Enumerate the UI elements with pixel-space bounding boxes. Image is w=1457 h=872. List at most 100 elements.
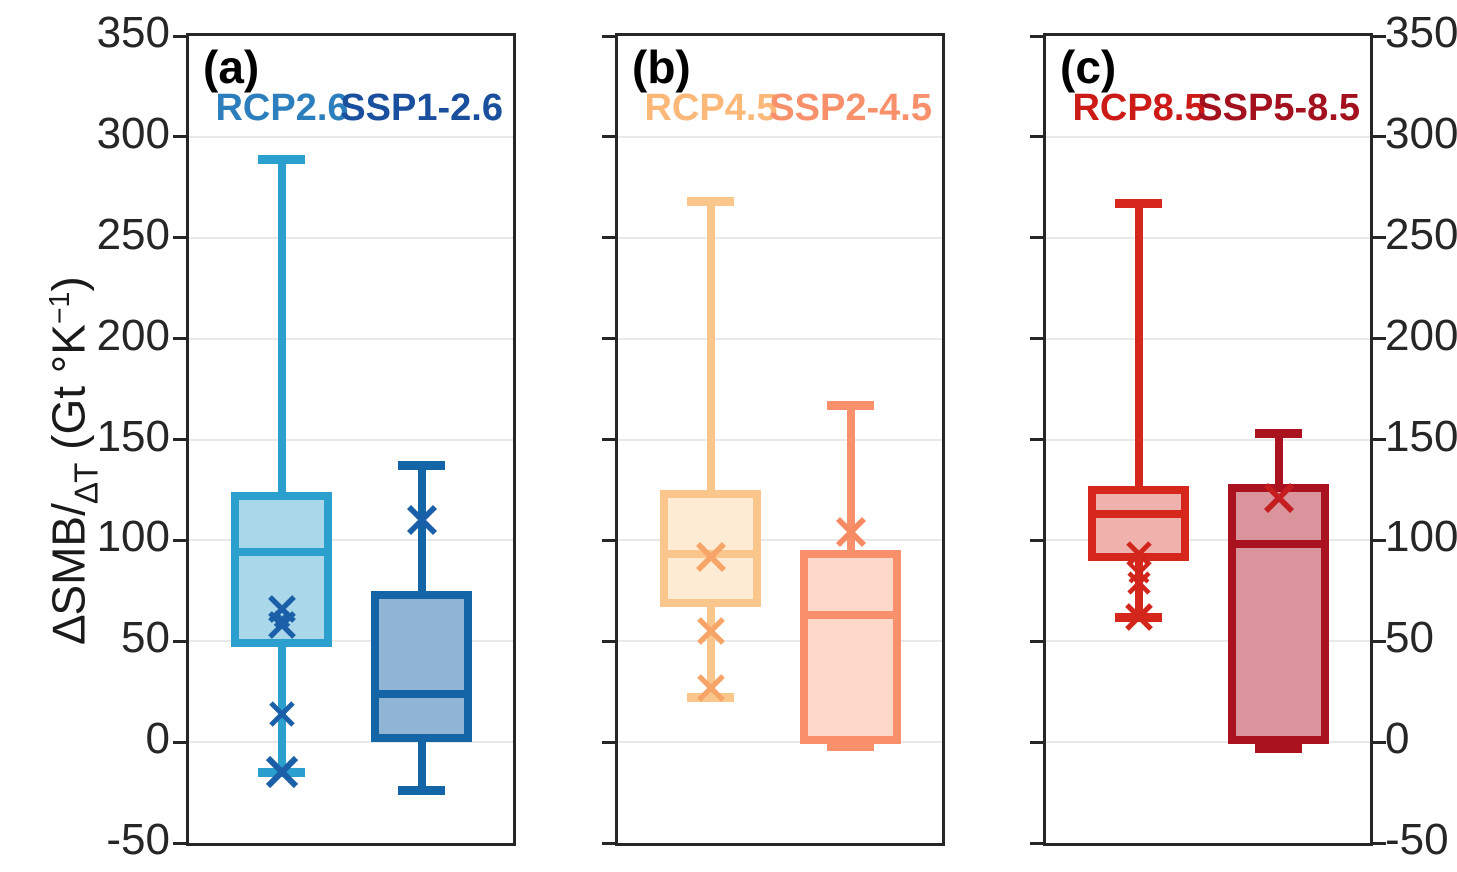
x-marker-ssp1-2.6 <box>406 505 437 536</box>
y-tick-mark-left <box>173 639 186 643</box>
y-tick-mark-left <box>173 538 186 542</box>
x-marker-rcp4.5 <box>695 541 726 572</box>
x-marker-icon <box>695 541 726 572</box>
x-marker-icon <box>406 505 437 536</box>
x-marker-icon <box>1127 571 1151 595</box>
y-tick-mark-left <box>1030 438 1043 441</box>
y-tick-label-right: 150 <box>1385 411 1457 461</box>
whisker-cap-high-rcp2.6 <box>258 154 306 164</box>
whisker-upper-rcp4.5 <box>706 201 715 490</box>
whisker-cap-high-rcp4.5 <box>687 196 735 206</box>
y-tick-mark-left <box>602 740 615 744</box>
iqr-box-ssp1-2.6 <box>371 590 473 743</box>
gridline-y0 <box>1046 741 1370 744</box>
whisker-cap-high-ssp5-8.5 <box>1255 428 1303 438</box>
gridline-y200 <box>618 337 942 340</box>
series-label-rcp4.5: RCP4.5 <box>644 87 778 129</box>
y-tick-label-left: 300 <box>96 108 170 158</box>
y-tick-label-right: 0 <box>1385 714 1410 764</box>
x-marker-icon <box>835 517 866 548</box>
x-marker-icon <box>1263 482 1294 514</box>
whisker-lower-ssp1-2.6 <box>417 742 426 791</box>
y-tick-mark-left <box>1030 538 1043 542</box>
whisker-cap-low-ssp1-2.6 <box>398 786 446 796</box>
y-tick-label-right: 200 <box>1385 310 1457 360</box>
y-axis-label-sub: ∆T <box>68 462 106 504</box>
x-marker-ssp5-8.5 <box>1263 482 1294 514</box>
y-tick-label-right: 350 <box>1385 8 1457 57</box>
gridline-y0 <box>189 741 513 744</box>
y-tick-mark-left <box>602 337 615 341</box>
y-tick-mark-right <box>1373 135 1386 139</box>
y-tick-mark-right <box>1373 639 1386 643</box>
y-tick-label-right: -50 <box>1385 815 1449 864</box>
x-marker-icon <box>268 611 296 639</box>
y-tick-mark-left <box>602 236 615 240</box>
whisker-upper-ssp2-4.5 <box>846 405 855 551</box>
y-tick-mark-right <box>1373 236 1386 240</box>
median-line-ssp1-2.6 <box>371 689 473 698</box>
iqr-box-ssp2-4.5 <box>800 550 902 745</box>
y-tick-mark-left <box>602 34 615 38</box>
x-marker-rcp2.6 <box>265 756 299 789</box>
x-marker-rcp8.5 <box>1127 571 1151 595</box>
whisker-upper-rcp2.6 <box>277 159 286 492</box>
median-line-ssp2-4.5 <box>800 611 902 620</box>
y-tick-mark-left <box>602 639 615 643</box>
x-marker-icon <box>1125 603 1153 631</box>
gridline-y150 <box>618 438 942 441</box>
x-marker-rcp8.5 <box>1126 541 1152 568</box>
whisker-upper-ssp1-2.6 <box>417 465 426 591</box>
series-label-ssp1-2.6: SSP1-2.6 <box>340 87 503 129</box>
gridline-y200 <box>1046 337 1370 340</box>
y-tick-mark-left <box>173 740 186 744</box>
y-tick-mark-left <box>173 438 186 441</box>
gridline-y250 <box>1046 236 1370 239</box>
x-marker-icon <box>269 701 295 727</box>
panel-b-plot-area: RCP4.5 SSP2-4.5 <box>602 34 942 845</box>
y-tick-mark-left <box>602 135 615 139</box>
y-tick-mark-right <box>1373 538 1386 542</box>
whisker-cap-high-ssp2-4.5 <box>827 400 875 410</box>
x-marker-rcp4.5 <box>697 617 725 646</box>
gridline-y100 <box>1046 539 1370 542</box>
median-line-rcp8.5 <box>1088 510 1190 519</box>
y-tick-label-left: 250 <box>96 209 170 259</box>
gridline-y100 <box>189 539 513 542</box>
y-tick-mark-right <box>1373 34 1386 38</box>
y-tick-label-left: 50 <box>121 613 170 663</box>
gridline-y100 <box>618 539 942 542</box>
series-label-ssp2-4.5: SSP2-4.5 <box>769 87 932 129</box>
median-line-rcp2.6 <box>231 548 333 557</box>
whisker-cap-low-rcp4.5 <box>687 693 735 703</box>
x-marker-icon <box>697 673 725 702</box>
whisker-upper-rcp8.5 <box>1134 203 1143 486</box>
y-tick-mark-right <box>1373 337 1386 341</box>
gridline-y50 <box>618 640 942 643</box>
panel-a: RCP2.6 SSP1-2.6 (a) <box>173 33 516 846</box>
panel-b-tag: (b) <box>632 41 691 93</box>
y-axis-label-close: ) <box>42 276 95 292</box>
panel-a-tag: (a) <box>203 41 260 93</box>
y-tick-label-right: 300 <box>1385 108 1457 158</box>
y-tick-label-left: -50 <box>106 815 170 864</box>
y-tick-mark-left <box>1030 135 1043 139</box>
y-tick-label-right: 100 <box>1385 512 1457 562</box>
whisker-upper-ssp5-8.5 <box>1274 433 1283 484</box>
panel-c: RCP8.5 SSP5-8.5 (c) <box>1030 33 1386 846</box>
y-tick-mark-left <box>173 236 186 240</box>
y-tick-label-left: 0 <box>145 714 170 764</box>
panel-a-plot-area: RCP2.6 SSP1-2.6 <box>173 34 513 845</box>
y-tick-label-right: 50 <box>1385 613 1434 663</box>
whisker-lower-rcp4.5 <box>706 606 715 698</box>
x-marker-rcp8.5 <box>1125 603 1153 631</box>
x-marker-icon <box>697 617 725 646</box>
y-tick-mark-right <box>1373 740 1386 744</box>
y-tick-mark-left <box>173 34 186 38</box>
panel-b: RCP4.5 SSP2-4.5 (b) <box>602 33 945 846</box>
series-label-rcp8.5: RCP8.5 <box>1072 87 1206 129</box>
whisker-lower-rcp8.5 <box>1134 560 1143 618</box>
iqr-box-ssp5-8.5 <box>1228 483 1330 745</box>
whisker-cap-low-ssp5-8.5 <box>1255 743 1303 753</box>
